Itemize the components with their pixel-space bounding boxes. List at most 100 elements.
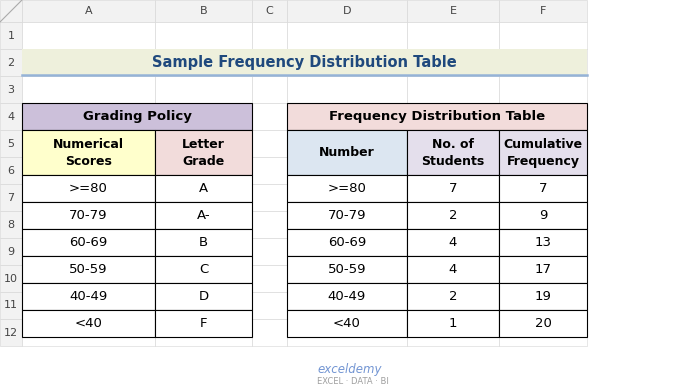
- Bar: [407, 184, 499, 211]
- Text: 11: 11: [4, 301, 18, 310]
- Bar: [407, 49, 499, 76]
- Bar: [407, 130, 499, 157]
- Bar: [252, 130, 287, 157]
- Text: D: D: [343, 6, 351, 16]
- Bar: [22, 103, 155, 130]
- Bar: [0, 157, 22, 184]
- Bar: [252, 211, 287, 238]
- Bar: [407, 175, 499, 202]
- Bar: [252, 157, 287, 184]
- Bar: [22, 130, 155, 175]
- Bar: [155, 22, 252, 49]
- Bar: [287, 238, 407, 265]
- Text: 4: 4: [8, 111, 14, 122]
- Bar: [22, 130, 155, 157]
- Text: 2: 2: [8, 58, 14, 67]
- Bar: [155, 130, 252, 157]
- Bar: [155, 238, 252, 265]
- Bar: [287, 211, 407, 238]
- Bar: [407, 22, 499, 49]
- Text: <40: <40: [74, 317, 102, 330]
- Bar: [499, 265, 587, 292]
- Bar: [499, 103, 587, 130]
- Bar: [287, 49, 407, 76]
- Bar: [287, 175, 407, 202]
- Text: 7: 7: [449, 182, 457, 195]
- Bar: [22, 292, 155, 319]
- Bar: [155, 283, 252, 310]
- Bar: [22, 103, 252, 130]
- Text: B: B: [200, 6, 207, 16]
- Bar: [407, 238, 499, 265]
- Text: EXCEL · DATA · BI: EXCEL · DATA · BI: [317, 376, 389, 385]
- Text: A: A: [85, 6, 92, 16]
- Bar: [22, 319, 155, 346]
- Bar: [155, 319, 252, 346]
- Bar: [22, 229, 155, 256]
- Bar: [22, 265, 155, 292]
- Text: 3: 3: [8, 85, 14, 94]
- Bar: [407, 229, 499, 256]
- Text: 5: 5: [8, 138, 14, 149]
- Text: 4: 4: [449, 236, 457, 249]
- Bar: [499, 130, 587, 175]
- Text: 17: 17: [535, 263, 552, 276]
- Text: A: A: [199, 182, 208, 195]
- Bar: [287, 310, 407, 337]
- Bar: [252, 319, 287, 346]
- Text: A-: A-: [196, 209, 210, 222]
- Bar: [22, 76, 155, 103]
- Bar: [22, 0, 155, 22]
- Bar: [407, 292, 499, 319]
- Bar: [22, 49, 155, 76]
- Text: F: F: [200, 317, 207, 330]
- Bar: [499, 256, 587, 283]
- Text: >=80: >=80: [327, 182, 366, 195]
- Bar: [287, 103, 587, 130]
- Bar: [0, 49, 22, 76]
- Bar: [287, 202, 407, 229]
- Bar: [0, 0, 22, 22]
- Bar: [22, 310, 155, 337]
- Text: 70-79: 70-79: [70, 209, 108, 222]
- Bar: [499, 319, 587, 346]
- Bar: [287, 22, 407, 49]
- Bar: [499, 22, 587, 49]
- Text: 60-69: 60-69: [70, 236, 108, 249]
- Bar: [252, 22, 287, 49]
- Bar: [287, 256, 407, 283]
- Bar: [407, 319, 499, 346]
- Bar: [287, 130, 407, 175]
- Bar: [22, 22, 155, 49]
- Text: 9: 9: [8, 247, 14, 256]
- Bar: [407, 0, 499, 22]
- Bar: [407, 76, 499, 103]
- Text: 4: 4: [449, 263, 457, 276]
- Text: 12: 12: [4, 327, 18, 338]
- Bar: [155, 256, 252, 283]
- Bar: [155, 103, 252, 130]
- Text: 10: 10: [4, 274, 18, 283]
- Bar: [499, 310, 587, 337]
- Text: 19: 19: [535, 290, 552, 303]
- Text: 1: 1: [449, 317, 457, 330]
- Bar: [499, 49, 587, 76]
- Bar: [252, 265, 287, 292]
- Bar: [22, 202, 155, 229]
- Text: No. of
Students: No. of Students: [421, 138, 485, 167]
- Bar: [499, 175, 587, 202]
- Bar: [155, 310, 252, 337]
- Text: 13: 13: [535, 236, 552, 249]
- Bar: [407, 265, 499, 292]
- Bar: [0, 211, 22, 238]
- Bar: [287, 229, 407, 256]
- Bar: [155, 292, 252, 319]
- Bar: [0, 265, 22, 292]
- Bar: [155, 184, 252, 211]
- Bar: [22, 175, 155, 202]
- Text: 2: 2: [449, 209, 457, 222]
- Bar: [287, 184, 407, 211]
- Bar: [22, 283, 155, 310]
- Bar: [155, 202, 252, 229]
- Bar: [407, 130, 499, 175]
